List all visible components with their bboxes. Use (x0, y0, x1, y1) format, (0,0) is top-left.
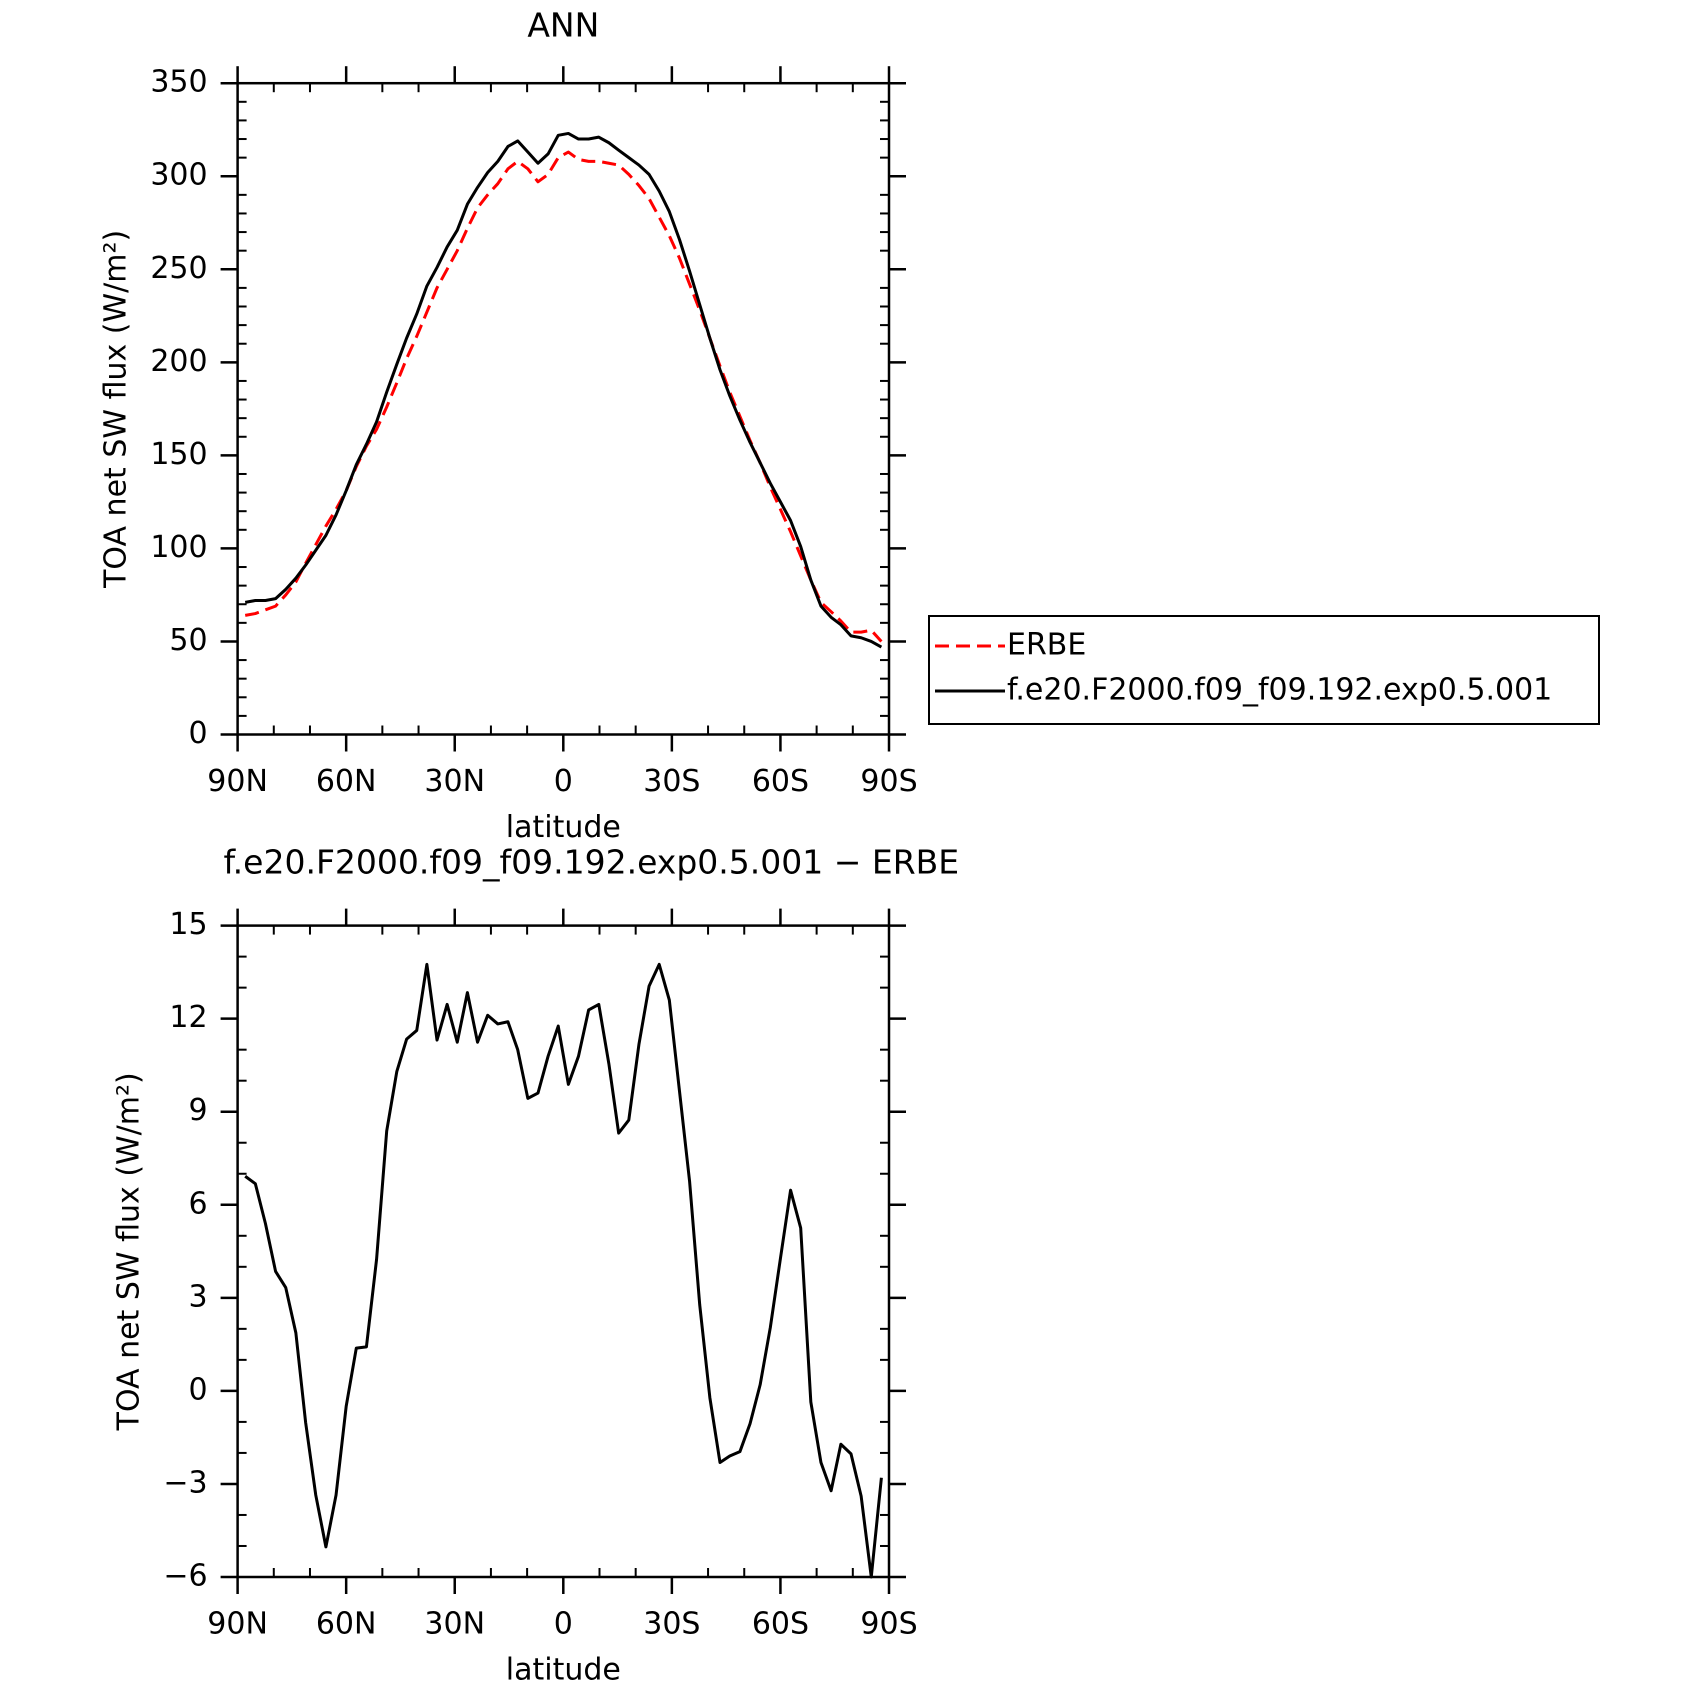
data-line (244, 150, 883, 643)
y-tick-label: 6 (189, 1186, 208, 1221)
x-tick-label: 60N (316, 1607, 377, 1642)
y-tick-label: 50 (169, 623, 207, 658)
y-tick-label: 350 (150, 65, 207, 100)
x-tick-label: 60S (752, 1607, 809, 1642)
x-tick-label: 30N (424, 764, 485, 799)
y-tick-label: 150 (150, 437, 207, 472)
x-tick-label: 90S (860, 1607, 917, 1642)
y-tick-label: 200 (150, 344, 207, 379)
x-tick-label: 60N (316, 764, 377, 799)
legend-label: f.e20.F2000.f09_f09.192.exp0.5.001 (1007, 673, 1552, 708)
data-line (244, 131, 883, 649)
x-axis-label: latitude (506, 1653, 621, 1685)
x-tick-label: 90S (860, 764, 917, 799)
y-tick-label: 15 (169, 907, 207, 942)
x-axis-label: latitude (506, 810, 621, 845)
legend-label: ERBE (1007, 628, 1086, 663)
chart-title: f.e20.F2000.f09_f09.192.exp0.5.001 − ERB… (223, 843, 959, 882)
x-tick-label: 90N (207, 764, 268, 799)
y-tick-label: −6 (163, 1559, 207, 1594)
y-tick-label: 300 (150, 158, 207, 193)
y-tick-label: 0 (189, 1372, 208, 1407)
x-tick-label: 0 (554, 764, 573, 799)
y-tick-label: 12 (169, 1000, 207, 1035)
y-tick-label: 250 (150, 251, 207, 286)
plot-frame (236, 924, 891, 1579)
y-tick-label: 9 (189, 1093, 208, 1128)
y-axis-label: TOA net SW flux (W/m²) (99, 230, 134, 589)
x-tick-label: 30N (424, 1607, 485, 1642)
x-tick-label: 0 (554, 1607, 573, 1642)
x-tick-label: 30S (643, 1607, 700, 1642)
legend-box (928, 615, 1600, 725)
y-tick-label: −3 (163, 1465, 207, 1500)
data-line (244, 962, 883, 1579)
y-axis-label: TOA net SW flux (W/m²) (112, 1072, 147, 1431)
x-tick-label: 30S (643, 764, 700, 799)
plot-frame (236, 81, 891, 736)
y-tick-label: 0 (189, 716, 208, 751)
y-tick-label: 3 (189, 1279, 208, 1314)
y-tick-label: 100 (150, 530, 207, 565)
x-tick-label: 90N (207, 1607, 268, 1642)
chart-title: ANN (527, 6, 599, 45)
x-tick-label: 60S (752, 764, 809, 799)
